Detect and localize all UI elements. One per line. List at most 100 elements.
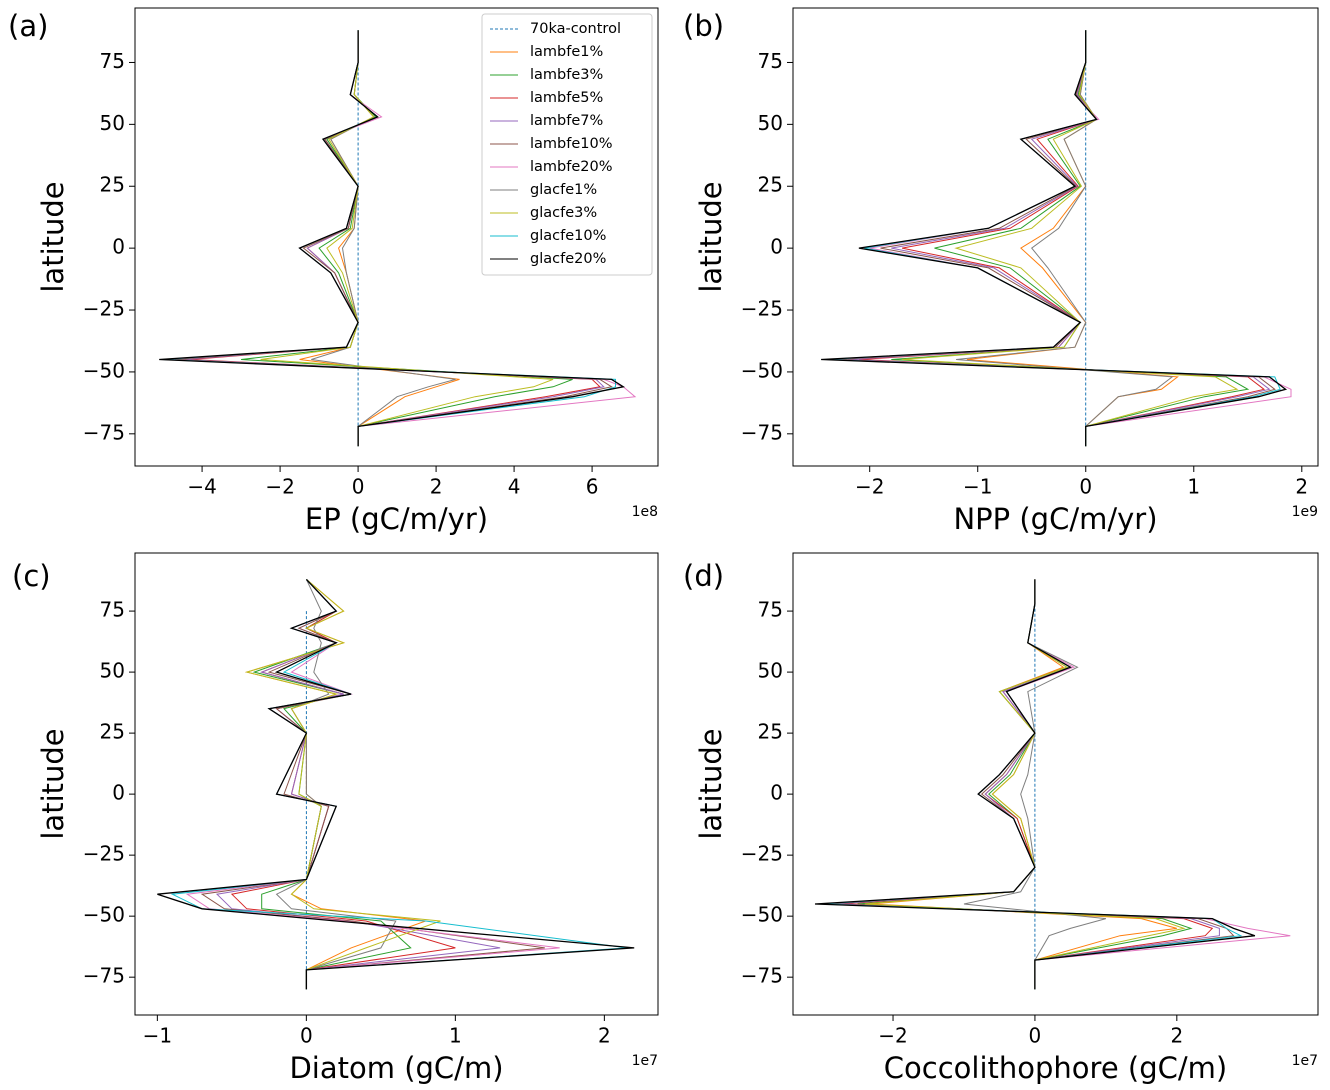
series-line bbox=[185, 579, 560, 990]
legend-label: lambfe20% bbox=[530, 159, 613, 175]
panel-label: (c) bbox=[12, 559, 51, 593]
x-tick-label: 1 bbox=[1187, 475, 1200, 499]
offset-label: 1e8 bbox=[632, 504, 658, 520]
x-tick-label: 2 bbox=[598, 1024, 611, 1048]
y-tick-label: 25 bbox=[100, 720, 125, 744]
legend-label: lambfe5% bbox=[530, 90, 603, 106]
series-line bbox=[826, 30, 1292, 447]
legend-label: 70ka-control bbox=[530, 21, 621, 37]
series-line bbox=[159, 30, 626, 447]
offset-label: 1e9 bbox=[1292, 504, 1318, 520]
series-line bbox=[260, 30, 554, 447]
x-tick-label: −2 bbox=[878, 1024, 907, 1048]
axes-frame bbox=[792, 552, 1319, 1016]
legend-label: lambfe1% bbox=[530, 44, 603, 60]
y-tick-label: 75 bbox=[758, 49, 783, 73]
y-axis-label: latitude bbox=[694, 181, 728, 292]
offset-label: 1e7 bbox=[632, 1053, 658, 1069]
x-tick-label: −2 bbox=[855, 475, 884, 499]
y-tick-label: −50 bbox=[83, 358, 125, 382]
series-line bbox=[157, 578, 635, 990]
y-tick-label: −75 bbox=[83, 420, 125, 444]
x-axis-label: Diatom (gC/m) bbox=[289, 1051, 503, 1085]
axes-frame bbox=[134, 552, 659, 1016]
y-tick-label: 25 bbox=[100, 173, 125, 197]
legend-label: glacfe1% bbox=[530, 182, 597, 198]
y-tick-label: −50 bbox=[83, 903, 125, 927]
y-tick-label: 50 bbox=[100, 111, 125, 135]
x-axis-label: NPP (gC/m/yr) bbox=[953, 502, 1157, 536]
x-tick-label: 4 bbox=[508, 475, 521, 499]
y-tick-label: −25 bbox=[83, 297, 125, 321]
panel-label: (b) bbox=[683, 9, 724, 43]
x-tick-label: −1 bbox=[143, 1024, 172, 1048]
series-line bbox=[200, 579, 545, 990]
x-tick-label: 2 bbox=[1170, 1024, 1183, 1048]
series-line bbox=[902, 30, 1239, 447]
legend-label: lambfe10% bbox=[530, 136, 613, 152]
series-line bbox=[244, 579, 441, 990]
y-tick-label: 0 bbox=[770, 235, 783, 259]
y-tick-label: −75 bbox=[741, 964, 783, 988]
y-tick-label: 75 bbox=[100, 598, 125, 622]
legend-label: glacfe3% bbox=[530, 205, 597, 221]
panel-label: (a) bbox=[8, 9, 48, 43]
y-tick-label: −25 bbox=[83, 842, 125, 866]
x-tick-label: 2 bbox=[1295, 475, 1308, 499]
x-tick-label: 2 bbox=[430, 475, 443, 499]
y-tick-label: 25 bbox=[758, 720, 783, 744]
x-tick-label: 1 bbox=[449, 1024, 462, 1048]
series-line bbox=[956, 30, 1174, 447]
x-axis-label: EP (gC/m/yr) bbox=[305, 502, 488, 536]
y-tick-label: 75 bbox=[758, 598, 783, 622]
series-line bbox=[822, 579, 1291, 990]
x-axis-label: Coccolithophore (gC/m) bbox=[884, 1051, 1227, 1085]
y-tick-label: −50 bbox=[741, 903, 783, 927]
series-line bbox=[891, 30, 1250, 447]
series-line bbox=[822, 579, 1243, 990]
series-line bbox=[311, 30, 456, 447]
legend-label: glacfe10% bbox=[530, 228, 606, 244]
y-tick-label: −50 bbox=[741, 358, 783, 382]
y-tick-label: 25 bbox=[758, 173, 783, 197]
y-tick-label: −25 bbox=[741, 842, 783, 866]
panel-label: (d) bbox=[683, 559, 724, 593]
legend-box bbox=[481, 13, 653, 276]
series-line bbox=[966, 30, 1179, 447]
y-axis-label: latitude bbox=[36, 728, 70, 839]
y-tick-label: 0 bbox=[112, 781, 125, 805]
axes-frame bbox=[134, 7, 659, 467]
series-line bbox=[821, 30, 1288, 447]
series-line bbox=[837, 30, 1276, 447]
y-tick-label: 50 bbox=[758, 659, 783, 683]
legend-label: lambfe3% bbox=[530, 67, 603, 83]
series-line bbox=[814, 579, 1256, 990]
y-tick-label: 0 bbox=[770, 781, 783, 805]
series-line bbox=[864, 579, 1186, 990]
y-tick-label: −25 bbox=[741, 297, 783, 321]
offset-label: 1e7 bbox=[1292, 1053, 1318, 1069]
axes-frame bbox=[792, 7, 1319, 467]
y-tick-label: 75 bbox=[100, 49, 125, 73]
series-line bbox=[275, 579, 397, 990]
x-tick-label: −4 bbox=[187, 475, 216, 499]
x-tick-label: −2 bbox=[265, 475, 294, 499]
series-line bbox=[829, 579, 1235, 990]
x-tick-label: 0 bbox=[1079, 475, 1092, 499]
y-tick-label: −75 bbox=[741, 420, 783, 444]
y-axis-label: latitude bbox=[36, 181, 70, 292]
legend-label: glacfe20% bbox=[530, 251, 606, 267]
series-line bbox=[215, 579, 501, 990]
y-tick-label: 50 bbox=[100, 659, 125, 683]
x-tick-label: 6 bbox=[586, 475, 599, 499]
y-tick-label: 0 bbox=[112, 235, 125, 259]
y-tick-label: −75 bbox=[83, 964, 125, 988]
series-line bbox=[848, 30, 1271, 447]
legend-label: lambfe7% bbox=[530, 113, 603, 129]
y-axis-label: latitude bbox=[694, 728, 728, 839]
series-line bbox=[963, 579, 1107, 990]
x-tick-label: 0 bbox=[300, 1024, 313, 1048]
series-line bbox=[826, 30, 1281, 447]
